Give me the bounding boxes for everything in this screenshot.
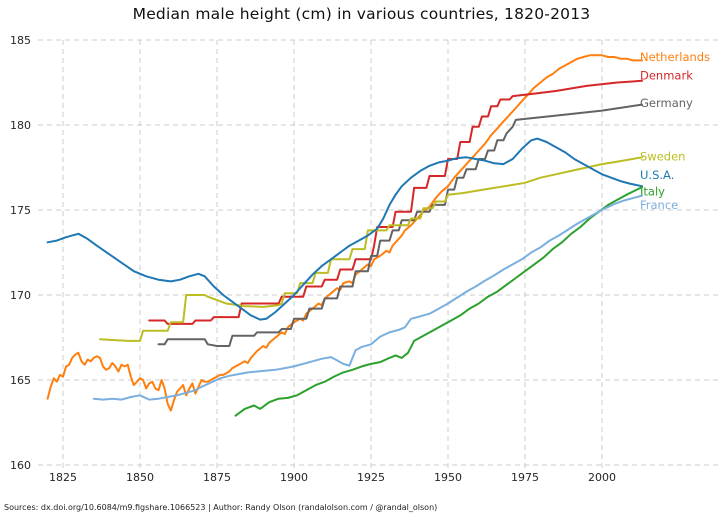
y-tick-label: 185 — [10, 34, 31, 47]
series-line-netherlands — [46, 54, 643, 412]
x-tick-label: 1975 — [511, 471, 539, 484]
x-tick-label: 2000 — [588, 471, 616, 484]
y-tick-label: 175 — [10, 204, 31, 217]
y-tick-label: 180 — [10, 119, 31, 132]
series-label-italy: Italy — [640, 184, 665, 198]
series-line-italy — [234, 186, 643, 417]
series-label-denmark: Denmark — [640, 69, 693, 83]
x-tick-label: 1925 — [357, 471, 385, 484]
series-line-france — [92, 194, 643, 401]
x-tick-label: 1950 — [434, 471, 462, 484]
series-line-denmark — [148, 79, 643, 325]
series-line-germany — [157, 103, 643, 347]
x-tick-label: 1875 — [203, 471, 231, 484]
x-tick-label: 1900 — [280, 471, 308, 484]
y-tick-label: 160 — [10, 459, 31, 472]
series-label-netherlands: Netherlands — [640, 50, 710, 64]
series-line-sweden — [99, 156, 643, 342]
series-label-sweden: Sweden — [640, 149, 685, 163]
x-tick-label: 1825 — [49, 471, 77, 484]
x-tick-label: 1850 — [126, 471, 154, 484]
series-label-france: France — [640, 198, 678, 212]
series-label-usa: U.S.A. — [640, 168, 674, 182]
y-tick-label: 170 — [10, 289, 31, 302]
y-tick-label: 165 — [10, 374, 31, 387]
chart-footer: Sources: dx.doi.org/10.6084/m9.figshare.… — [4, 503, 438, 512]
chart-title: Median male height (cm) in various count… — [132, 5, 591, 23]
series-label-germany: Germany — [640, 96, 693, 110]
series-line-usa — [46, 137, 643, 321]
